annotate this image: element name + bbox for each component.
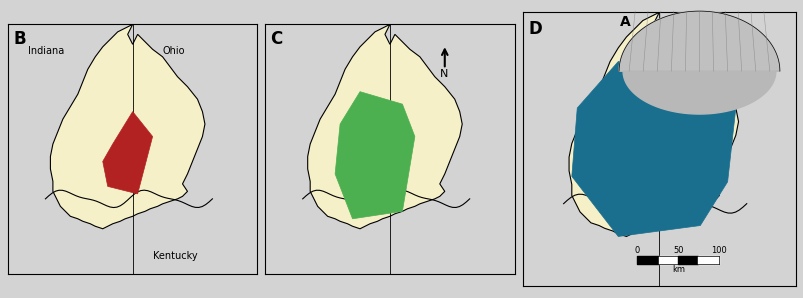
Text: A: A	[619, 15, 630, 29]
Polygon shape	[335, 92, 414, 219]
Text: Ohio: Ohio	[162, 46, 185, 56]
Polygon shape	[103, 112, 153, 194]
Polygon shape	[569, 12, 738, 237]
Text: km: km	[671, 265, 684, 274]
Text: Indiana: Indiana	[28, 46, 64, 56]
Text: 50: 50	[672, 246, 683, 255]
Polygon shape	[622, 71, 779, 114]
Text: 0: 0	[634, 246, 639, 255]
Polygon shape	[51, 24, 205, 229]
Polygon shape	[618, 11, 779, 71]
Text: C: C	[270, 30, 282, 48]
Text: N: N	[439, 69, 447, 79]
Text: D: D	[528, 20, 541, 38]
Polygon shape	[571, 61, 735, 237]
Text: 100: 100	[711, 246, 727, 255]
Polygon shape	[308, 24, 462, 229]
Text: B: B	[13, 30, 26, 48]
Text: Kentucky: Kentucky	[153, 251, 197, 261]
